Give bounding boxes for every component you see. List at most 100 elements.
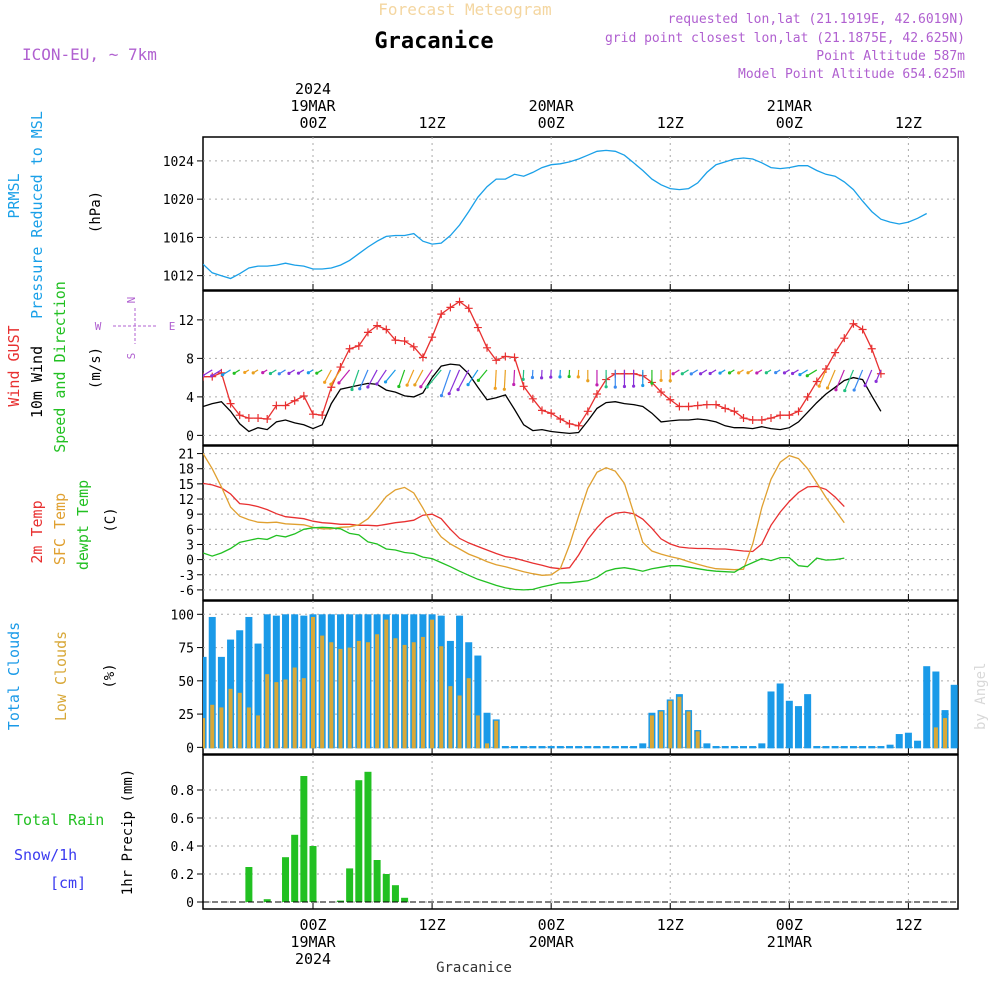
bar-total-cloud: [776, 683, 784, 749]
chart-top-title: Forecast Meteogram: [378, 0, 551, 19]
panel-data: [203, 453, 845, 591]
wind-arrow-head: [350, 387, 354, 392]
wind-arrow-head: [632, 384, 636, 388]
bar-precip: [373, 860, 381, 902]
gust-point: [501, 352, 510, 361]
wind-arrow-head: [277, 372, 281, 376]
side-label-wind-1: 10m Wind: [28, 346, 46, 418]
bar-low-cloud: [439, 646, 444, 749]
wind-arrow-head: [680, 372, 684, 376]
panel-frame: [202, 445, 959, 601]
side-label-pressure: Pressure Reduced to MSL: [28, 111, 46, 319]
wind-arrow-head: [604, 385, 608, 389]
panel-data: [203, 614, 958, 749]
gust-point: [418, 353, 427, 362]
y-tick-label: 1024: [163, 155, 194, 170]
series-line-dewpt: [203, 526, 845, 591]
side-label-temp-0: 2m Temp: [28, 500, 46, 563]
side-label-wind-2: Speed and Direction: [51, 281, 69, 453]
gust-point: [693, 401, 702, 410]
bar-low-cloud: [695, 731, 700, 749]
y-tick-label: 100: [171, 608, 194, 623]
bar-precip: [291, 834, 299, 902]
time-label-top: 00Z: [776, 114, 803, 132]
wind-arrow: [853, 369, 864, 391]
wind-arrow-head: [413, 383, 417, 387]
bar-total-cloud: [245, 616, 253, 749]
location-title: Gracanice: [374, 29, 493, 54]
gust-point: [831, 348, 840, 357]
gust-point: [547, 409, 556, 418]
bar-precip: [346, 868, 354, 902]
gust-point: [538, 406, 546, 415]
side-label-temp-1: SFC Temp: [51, 493, 69, 565]
compass-south: S: [125, 353, 138, 360]
wind-arrow-head: [287, 371, 291, 375]
time-label-top: 20MAR: [529, 97, 575, 115]
gust-point: [336, 363, 345, 372]
y-tick-label: 0: [186, 429, 194, 444]
wind-arrow-head: [456, 388, 460, 392]
wind-arrow: [414, 369, 424, 386]
wind-arrow: [806, 369, 818, 377]
wind-arrow: [864, 369, 873, 386]
bar-total-cloud: [840, 746, 848, 749]
gust-point: [657, 388, 666, 397]
time-label-bottom: 20MAR: [529, 933, 575, 951]
bar-total-cloud: [712, 746, 720, 749]
gust-point: [446, 303, 455, 312]
wind-arrow: [385, 369, 396, 383]
bar-total-cloud: [611, 746, 619, 749]
time-label-top: 21MAR: [767, 97, 813, 115]
y-tick-label: 0: [186, 741, 194, 756]
bar-low-cloud: [686, 711, 691, 749]
panel-data: [203, 149, 928, 280]
bar-total-cloud: [730, 746, 738, 749]
gust-point: [556, 415, 565, 424]
series-line-sfc: [203, 453, 845, 576]
wind-arrow-head: [613, 385, 617, 389]
wind-arrow-head: [699, 372, 703, 376]
bar-low-cloud: [301, 678, 306, 749]
gust-point: [785, 411, 794, 420]
y-tick-label: 18: [178, 463, 194, 478]
y-tick-label: 0.2: [171, 868, 194, 883]
gust-point: [776, 411, 785, 420]
wind-arrow-head: [718, 371, 722, 375]
wind-arrow-head: [521, 377, 525, 382]
wind-arrow-head: [746, 371, 750, 375]
bar-low-cloud: [329, 642, 334, 749]
wind-arrow-head: [232, 371, 236, 375]
bar-low-cloud: [203, 718, 206, 749]
wind-arrow-head: [383, 380, 388, 384]
wind-arrow-head: [203, 373, 205, 378]
bar-total-cloud: [501, 746, 509, 749]
bar-low-cloud: [246, 707, 251, 749]
bar-precip: [401, 897, 409, 902]
y-tick-label: 0: [186, 554, 194, 569]
bar-total-cloud: [703, 743, 711, 749]
wind-arrow-head: [576, 375, 580, 379]
wind-arrow-head: [530, 375, 535, 380]
bar-low-cloud: [494, 720, 499, 749]
bar-total-cloud: [859, 746, 867, 749]
bar-low-cloud: [677, 696, 682, 749]
y-tick-label: 4: [186, 391, 194, 406]
gust-point: [721, 404, 730, 413]
panel-precip: 0 0.2 0.4 0.6 0.8 Total Rain Snow/1h [cm] 1hr Pr…: [14, 754, 959, 911]
wind-arrow-head: [586, 379, 590, 383]
bar-total-cloud: [602, 746, 610, 749]
wind-arrow: [338, 369, 351, 384]
time-label-top: 19MAR: [290, 97, 336, 115]
wind-arrow: [503, 369, 506, 390]
side-label-unit: (C): [103, 507, 119, 532]
wind-arrow-head: [323, 380, 327, 384]
gust-point: [794, 407, 803, 416]
wind-arrow: [330, 369, 341, 385]
bar-precip: [391, 885, 399, 902]
gust-point: [574, 421, 583, 430]
side-label-low-clouds: Low Clouds: [52, 631, 70, 721]
wind-arrow-head: [689, 372, 693, 376]
panel-frame: [202, 754, 959, 910]
wind-arrow-head: [251, 371, 255, 375]
